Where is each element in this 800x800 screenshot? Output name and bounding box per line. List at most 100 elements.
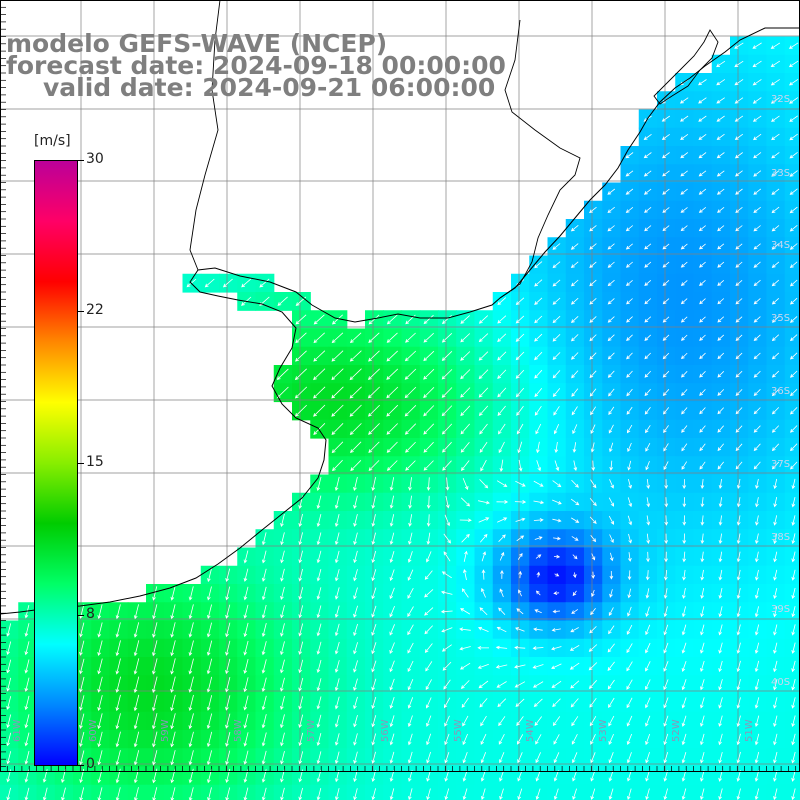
ocean-cell — [748, 54, 768, 74]
wind-arrow — [261, 732, 267, 747]
ocean-cell — [784, 401, 800, 421]
wind-arrow — [645, 788, 650, 800]
wind-arrow — [791, 606, 796, 618]
wind-arrow — [389, 569, 395, 582]
wind-arrow — [535, 554, 542, 559]
ocean-cell — [492, 748, 512, 768]
wind-arrow — [645, 606, 650, 618]
wind-arrow — [186, 278, 197, 288]
wind-arrow — [789, 352, 798, 360]
wind-arrow — [734, 60, 744, 68]
ocean-cell — [784, 474, 800, 494]
ocean-cell — [675, 164, 695, 184]
wind-arrow — [734, 133, 744, 140]
wind-arrow — [698, 243, 706, 250]
wind-arrow — [698, 133, 707, 140]
wind-arrow — [498, 534, 506, 542]
wind-arrow — [536, 441, 540, 454]
wind-arrow — [718, 660, 723, 673]
wind-arrow — [571, 716, 579, 727]
wind-arrow — [478, 680, 489, 689]
ocean-cell — [419, 602, 439, 622]
ocean-cell — [492, 730, 512, 749]
ocean-cell — [638, 438, 658, 457]
wind-arrow — [680, 170, 688, 177]
ocean-cell — [784, 638, 800, 658]
wind-arrow — [280, 677, 285, 692]
ocean-cell — [547, 383, 567, 403]
wind-arrow — [225, 713, 231, 729]
ocean-cell — [529, 383, 549, 403]
wind-arrow — [497, 698, 507, 708]
ocean-cell — [730, 273, 749, 293]
wind-arrow — [590, 770, 596, 782]
ocean-cell — [456, 456, 476, 476]
ocean-cell — [511, 365, 530, 384]
wind-arrow — [735, 298, 743, 305]
wind-arrow — [609, 589, 613, 598]
ocean-cell — [419, 693, 439, 713]
wind-arrow — [386, 350, 398, 362]
ocean-cell — [638, 620, 658, 640]
ocean-cell — [711, 54, 731, 74]
ocean-cell — [565, 711, 585, 731]
wind-arrow — [791, 569, 796, 581]
wind-arrow — [24, 677, 30, 692]
wind-arrow — [517, 788, 523, 800]
wind-arrow — [115, 676, 121, 693]
wind-arrow — [572, 424, 578, 435]
longitude-label: 54W — [525, 719, 536, 742]
wind-arrow — [259, 278, 270, 288]
wind-arrow — [608, 607, 614, 617]
wind-arrow — [698, 115, 707, 122]
wind-arrow — [700, 715, 705, 727]
wind-arrow — [441, 571, 452, 579]
wind-arrow — [517, 441, 523, 454]
ocean-cell — [419, 401, 439, 421]
ocean-cell — [328, 383, 348, 403]
wind-arrow — [791, 697, 796, 709]
ocean-cell — [784, 456, 800, 476]
wind-arrow — [680, 225, 688, 232]
ocean-cell — [766, 54, 786, 74]
wind-arrow — [735, 425, 743, 433]
wind-arrow — [460, 351, 471, 361]
ocean-cell — [784, 565, 800, 585]
ocean-cell — [693, 164, 713, 184]
wind-arrow — [773, 606, 778, 618]
ocean-cell — [784, 328, 800, 348]
ocean-cell — [511, 730, 530, 749]
ocean-cell — [602, 200, 622, 220]
wind-arrow — [445, 496, 450, 509]
ocean-cell — [474, 657, 494, 676]
wind-arrow — [534, 716, 543, 726]
ocean-cell — [730, 54, 749, 74]
wind-arrow — [753, 298, 761, 305]
wind-arrow — [589, 225, 597, 232]
ocean-cell — [784, 91, 800, 111]
wind-arrow — [646, 551, 650, 563]
ocean-cell — [784, 182, 800, 202]
ocean-cell — [365, 438, 384, 457]
ocean-cell — [730, 182, 749, 202]
wind-arrow — [481, 569, 486, 580]
wind-arrow — [24, 750, 30, 765]
wind-arrow — [407, 733, 413, 746]
ocean-cell — [693, 401, 713, 421]
ocean-cell — [602, 638, 622, 658]
wind-arrow — [261, 641, 267, 656]
colorbar-tick-mark — [78, 463, 84, 464]
wind-arrow — [773, 497, 778, 508]
wind-arrow — [589, 697, 597, 708]
wind-arrow — [591, 460, 596, 472]
ocean-cell — [638, 237, 658, 257]
wind-arrow — [426, 715, 432, 727]
ocean-cell — [657, 748, 676, 768]
wind-arrow — [553, 752, 560, 764]
wind-arrow — [133, 604, 139, 620]
wind-arrow — [206, 750, 212, 766]
ocean-cell — [620, 164, 640, 184]
ocean-cell — [346, 675, 366, 695]
ocean-cell — [237, 273, 257, 293]
wind-arrow — [773, 478, 778, 490]
